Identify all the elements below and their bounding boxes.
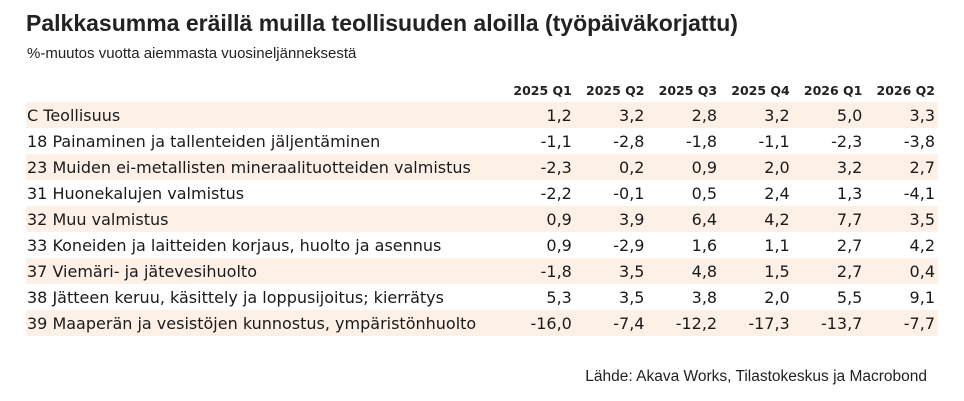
- value-cell: 0,9: [502, 232, 575, 258]
- value-cell: 2,0: [720, 284, 793, 310]
- value-cell: -2,2: [502, 180, 575, 206]
- value-cell: 2,4: [720, 180, 793, 206]
- value-cell: -3,8: [865, 128, 938, 154]
- row-label: 39 Maaperän ja vesistöjen kunnostus, ymp…: [26, 310, 503, 336]
- value-cell: 3,2: [792, 154, 866, 180]
- value-cell: 2,7: [792, 258, 866, 284]
- value-cell: -17,3: [720, 310, 793, 336]
- value-cell: -7,7: [865, 310, 938, 336]
- value-cell: 6,4: [647, 206, 721, 232]
- column-header: 2026 Q2: [876, 82, 935, 98]
- value-cell: 3,5: [574, 284, 648, 310]
- chart-subtitle: %-muutos vuotta aiemmasta vuosineljännek…: [27, 45, 357, 62]
- value-cell: -2,9: [574, 232, 648, 258]
- value-cell: 1,2: [502, 102, 575, 128]
- value-cell: -1,8: [502, 258, 575, 284]
- row-label: 23 Muiden ei-metallisten mineraalituotte…: [26, 154, 503, 180]
- row-label: 38 Jätteen keruu, käsittely ja loppusijo…: [26, 284, 503, 310]
- data-table: 2025 Q1 2025 Q2 2025 Q3 2025 Q4 2026 Q1 …: [26, 78, 938, 336]
- value-cell: -13,7: [792, 310, 866, 336]
- value-cell: 4,2: [865, 232, 938, 258]
- value-cell: 0,4: [865, 258, 938, 284]
- value-cell: 5,0: [792, 102, 866, 128]
- table-row: 38 Jätteen keruu, käsittely ja loppusijo…: [26, 284, 938, 310]
- value-cell: 1,5: [720, 258, 793, 284]
- value-cell: 3,8: [647, 284, 721, 310]
- row-label: 37 Viemäri- ja jätevesihuolto: [26, 258, 503, 284]
- value-cell: 3,5: [865, 206, 938, 232]
- value-cell: 0,9: [647, 154, 721, 180]
- value-cell: 2,8: [647, 102, 721, 128]
- value-cell: 1,1: [720, 232, 793, 258]
- row-label: C Teollisuus: [26, 102, 503, 128]
- source-note: Lähde: Akava Works, Tilastokeskus ja Mac…: [585, 368, 927, 385]
- table-row: 33 Koneiden ja laitteiden korjaus, huolt…: [26, 232, 938, 258]
- chart-title: Palkkasumma eräillä muilla teollisuuden …: [26, 10, 738, 36]
- row-label: 33 Koneiden ja laitteiden korjaus, huolt…: [26, 232, 503, 258]
- value-cell: 0,9: [502, 206, 575, 232]
- value-cell: 5,3: [502, 284, 575, 310]
- column-header: 2025 Q2: [586, 82, 645, 98]
- value-cell: 2,7: [792, 232, 866, 258]
- table-row: C Teollisuus 1,2 3,2 2,8 3,2 5,0 3,3: [26, 102, 938, 128]
- value-cell: 3,9: [574, 206, 648, 232]
- value-cell: -1,1: [502, 128, 575, 154]
- table-row: 37 Viemäri- ja jätevesihuolto -1,8 3,5 4,8 1…: [26, 258, 938, 284]
- value-cell: 4,8: [647, 258, 721, 284]
- value-cell: 3,3: [865, 102, 938, 128]
- table-row: 31 Huonekalujen valmistus -2,2 -0,1 0,5 2,4 1…: [26, 180, 938, 206]
- value-cell: 1,3: [792, 180, 866, 206]
- header-label-cell: [26, 78, 502, 102]
- value-cell: 0,2: [574, 154, 648, 180]
- column-header: 2025 Q1: [513, 82, 572, 98]
- column-header: 2026 Q1: [803, 82, 863, 98]
- value-cell: 3,5: [574, 258, 648, 284]
- value-cell: 9,1: [865, 284, 938, 310]
- column-header: 2025 Q4: [731, 82, 790, 98]
- value-cell: -4,1: [865, 180, 938, 206]
- table-row: 39 Maaperän ja vesistöjen kunnostus, ymp…: [26, 310, 938, 336]
- row-label: 31 Huonekalujen valmistus: [26, 180, 503, 206]
- value-cell: 3,2: [720, 102, 793, 128]
- value-cell: -1,1: [720, 128, 793, 154]
- table-row: 23 Muiden ei-metallisten mineraalituotte…: [26, 154, 938, 180]
- row-label: 32 Muu valmistus: [26, 206, 503, 232]
- table-row: 32 Muu valmistus 0,9 3,9 6,4 4,2 7,7 3,5: [26, 206, 938, 232]
- value-cell: 2,7: [865, 154, 938, 180]
- value-cell: -16,0: [502, 310, 575, 336]
- value-cell: -7,4: [574, 310, 648, 336]
- value-cell: -1,8: [647, 128, 721, 154]
- value-cell: 7,7: [792, 206, 866, 232]
- header-row: 2025 Q1 2025 Q2 2025 Q3 2025 Q4 2026 Q1 …: [26, 78, 938, 102]
- value-cell: 2,0: [720, 154, 793, 180]
- value-cell: 3,2: [574, 102, 648, 128]
- value-cell: 0,5: [647, 180, 721, 206]
- value-cell: 5,5: [792, 284, 866, 310]
- value-cell: 4,2: [720, 206, 793, 232]
- value-cell: -2,3: [502, 154, 575, 180]
- column-header: 2025 Q3: [658, 82, 718, 98]
- table-row: 18 Painaminen ja tallenteiden jäljentämi…: [26, 128, 938, 154]
- value-cell: -2,3: [792, 128, 866, 154]
- row-label: 18 Painaminen ja tallenteiden jäljentämi…: [26, 128, 503, 154]
- value-cell: -0,1: [574, 180, 648, 206]
- value-cell: -2,8: [574, 128, 648, 154]
- value-cell: -12,2: [647, 310, 721, 336]
- value-cell: 1,6: [647, 232, 721, 258]
